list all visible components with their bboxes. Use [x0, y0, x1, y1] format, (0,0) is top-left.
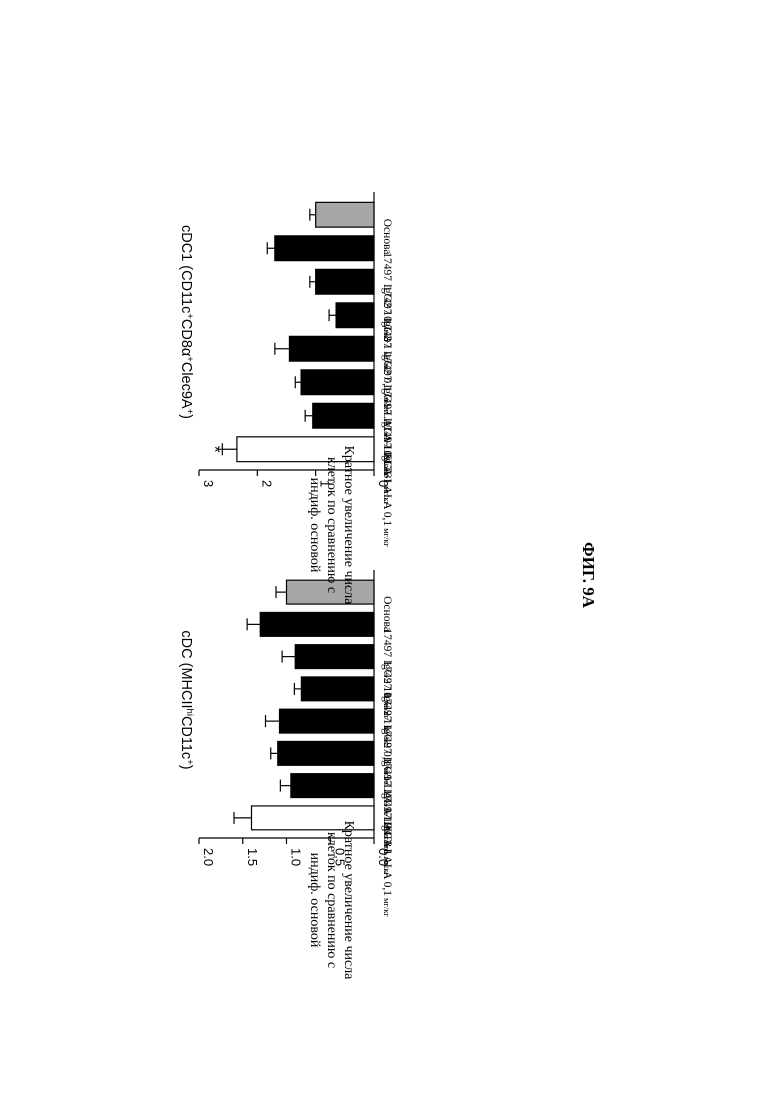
bar	[316, 269, 374, 294]
chart-cdc: 0.00.51.01.52.0Основа17497 IgG2 10 мг/кг…	[178, 570, 393, 980]
value-tick-label: 2	[259, 480, 274, 487]
y-axis-label: клеток по сравнению с	[324, 457, 339, 593]
category-label: Основа	[381, 596, 393, 632]
bar	[278, 741, 374, 765]
category-label: 17497 IgG1-LALA 0,1 мг/кг	[381, 420, 393, 548]
chart-title: cDC (MHCIIhiCD11c+)	[178, 630, 196, 769]
bar	[316, 202, 374, 227]
y-axis-label: индиф. основой	[307, 478, 322, 573]
value-tick-label: 1.0	[289, 848, 304, 866]
chart-cdc1: 0123Основа17497 IgG2 10 мг/кг17497 IgG2 …	[178, 192, 393, 605]
bar	[301, 370, 374, 395]
chart-title: cDC1 (CD11c+CD8α+Clec9A+)	[178, 225, 196, 419]
bar	[291, 774, 374, 798]
value-tick-label: 2.0	[201, 848, 216, 866]
y-axis-label: индиф. основой	[307, 853, 322, 948]
category-label: 17497 IgG1-LALA 0,1 мг/кг	[381, 790, 393, 918]
y-axis-label: клеток по сравнению с	[324, 832, 339, 968]
bar	[301, 677, 374, 701]
value-tick-label: 1.5	[245, 848, 260, 866]
bar	[313, 403, 374, 428]
bar	[280, 709, 375, 733]
value-tick-label: 3	[201, 480, 216, 487]
bar	[336, 303, 374, 328]
significance-marker: *	[204, 446, 224, 453]
bar	[289, 336, 374, 361]
category-label: FLT3	[381, 822, 393, 847]
figure-label: ФИГ. 9А	[579, 542, 598, 609]
bar	[275, 236, 374, 261]
bar	[260, 612, 374, 636]
y-axis-label: Кратное увеличение числа	[341, 446, 356, 606]
category-label: Основа	[381, 219, 393, 255]
y-axis-label: Кратное увеличение числа	[341, 821, 356, 981]
bar	[295, 645, 374, 669]
category-label: FLT3	[381, 453, 393, 478]
